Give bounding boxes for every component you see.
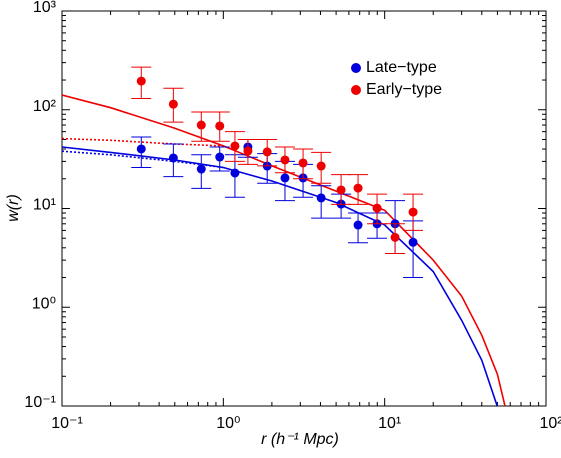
legend-label: Early−type [366,81,442,98]
point [168,99,178,109]
point [408,207,418,217]
point [280,155,290,165]
plot-frame [61,10,547,407]
x-tick-label: 10⁻¹ [51,415,83,432]
y-tick-label: 10⁻¹ [24,394,56,411]
legend-label: Late−type [366,59,437,76]
point [372,203,382,213]
fit-curve [62,150,224,169]
point [262,147,272,157]
point [280,173,290,183]
x-tick-label: 10² [539,415,561,432]
point [136,144,146,154]
point [336,185,346,195]
x-axis-label: r (h⁻¹ Mpc) [261,431,339,448]
point [230,141,240,151]
fit-curve [62,146,498,406]
point [353,183,363,193]
point [136,76,146,86]
point [168,153,178,163]
point [316,161,326,171]
point [215,152,225,162]
point [408,237,418,247]
x-tick-label: 10¹ [378,415,401,432]
point [243,146,253,156]
point [196,120,206,130]
y-tick-label: 10¹ [33,197,56,214]
point [298,158,308,168]
point [230,168,240,178]
y-tick-label: 10² [33,98,57,115]
y-tick-label: 10³ [33,0,57,16]
x-tick-label: 10⁰ [216,415,240,432]
fit-curve [62,94,506,406]
fit-curve [62,137,224,147]
y-tick-label: 10⁰ [32,295,56,312]
point [316,193,326,203]
legend-marker [351,63,361,73]
legend-marker [351,85,361,95]
point [215,121,225,131]
point [353,220,363,230]
point [196,164,206,174]
point [390,232,400,242]
y-axis-label: w(r) [5,194,22,222]
